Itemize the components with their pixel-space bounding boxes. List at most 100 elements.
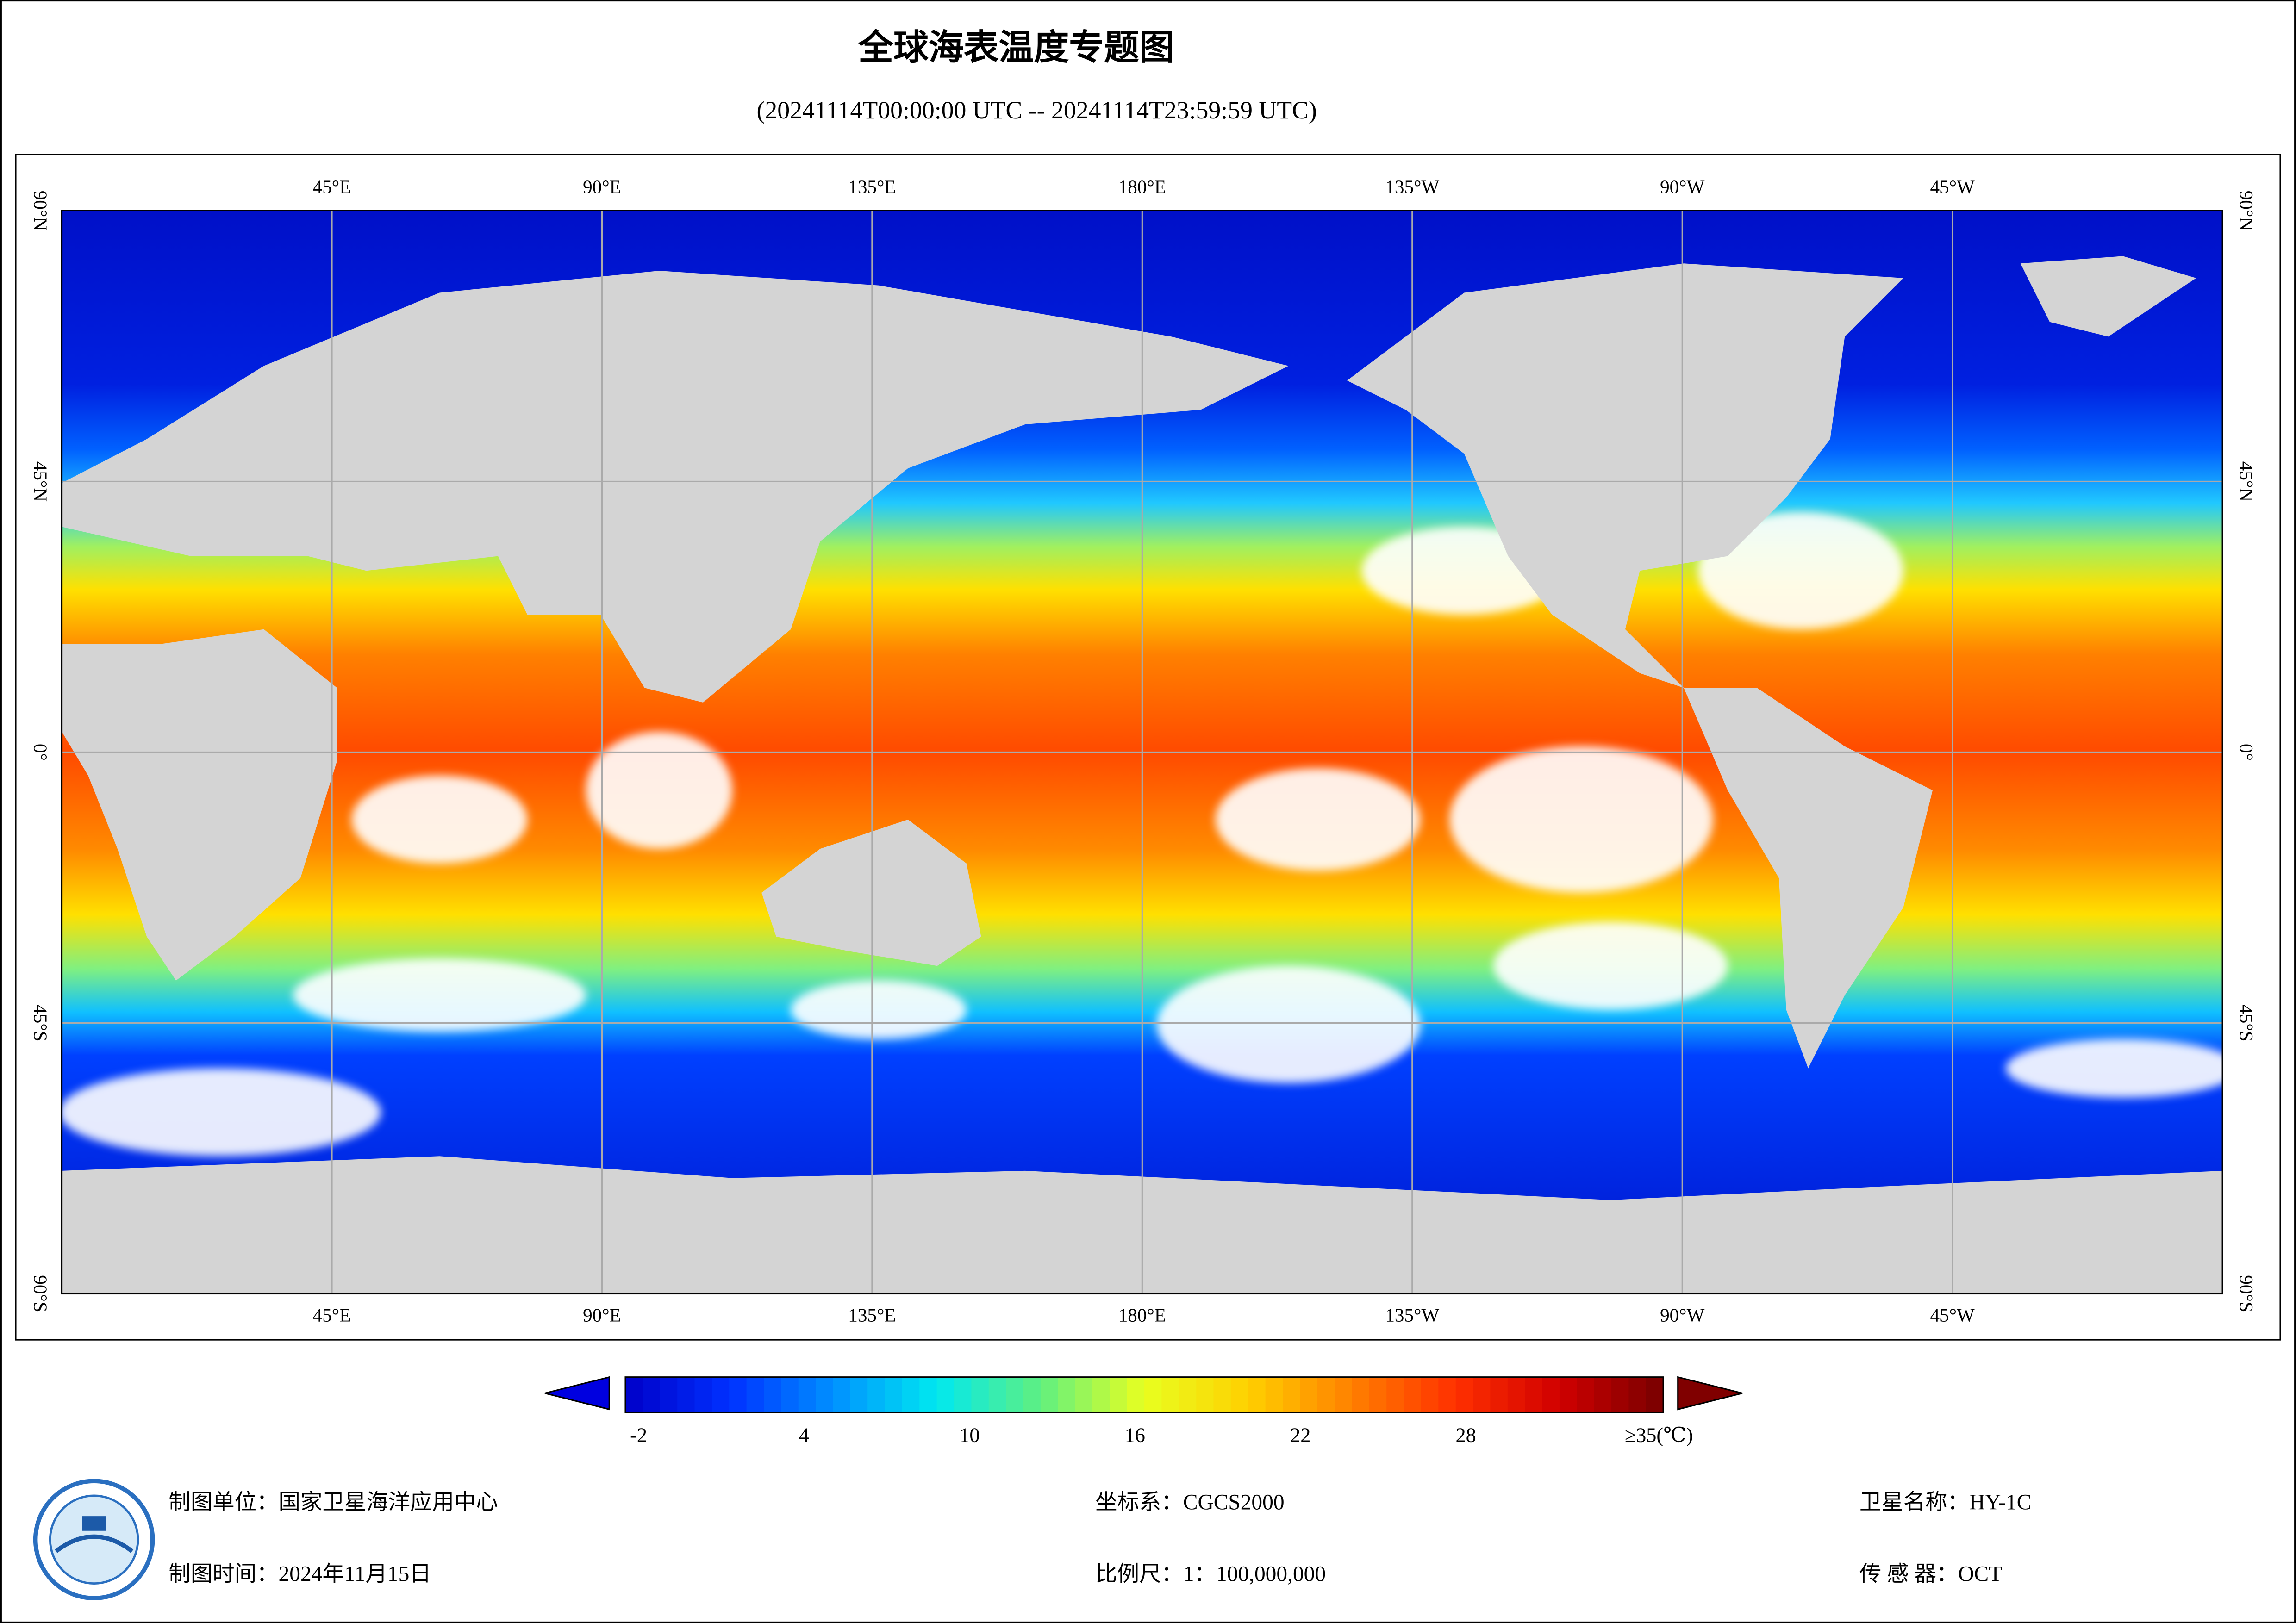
lon-label-bottom: 90°E [583,1305,621,1326]
lon-label-top: 45°E [313,176,351,197]
colorbar-cell [1438,1377,1456,1412]
colorbar-cell [1213,1377,1232,1412]
colorbar-cell [1161,1377,1180,1412]
colorbar-cell [1006,1377,1024,1412]
colorbar-cell [1421,1377,1439,1412]
lon-label-top: 90°W [1660,176,1705,197]
colorbar-cell [1335,1377,1353,1412]
colorbar-cell [694,1377,713,1412]
colorbar-cell [850,1377,868,1412]
colorbar-cell [1144,1377,1162,1412]
colorbar-cell [1594,1377,1612,1412]
subtitle: (20241114T00:00:00 UTC -- 20241114T23:59… [757,96,1317,124]
lon-label-top: 135°E [848,176,896,197]
colorbar-cell [1369,1377,1387,1412]
colorbar-cell [625,1377,643,1412]
colorbar-high-arrow [1677,1376,1743,1411]
colorbar-cell [1577,1377,1595,1412]
colorbar-cell [1490,1377,1509,1412]
lon-label-bottom: 135°W [1385,1305,1439,1326]
colorbar-cell [988,1377,1007,1412]
colorbar-cell [1455,1377,1474,1412]
colorbar-cell [885,1377,903,1412]
colorbar-cell [1248,1377,1266,1412]
colorbar: -2 4 10 16 22 28 ≥35(℃) [544,1376,1743,1447]
colorbar-cell [711,1377,730,1412]
colorbar-cell [833,1377,851,1412]
map-frame [15,154,2281,1341]
colorbar-cell [1196,1377,1214,1412]
colorbar-cell [902,1377,920,1412]
colorbar-cell [1559,1377,1578,1412]
colorbar-cell [1611,1377,1629,1412]
lon-label-top: 180°E [1118,176,1166,197]
colorbar-cell [1075,1377,1093,1412]
lat-label-right: 45°S [2236,1004,2257,1041]
footer-satellite: 卫星名称：HY-1C [1859,1491,2031,1515]
colorbar-tick-label: 4 [799,1424,809,1447]
colorbar-cell [1265,1377,1284,1412]
colorbar-tick-label: 28 [1456,1424,1476,1447]
colorbar-cell [660,1377,678,1412]
colorbar-cell [677,1377,695,1412]
logo [33,1479,155,1600]
colorbar-cell [763,1377,782,1412]
colorbar-cell [1058,1377,1076,1412]
lon-label-bottom: 90°W [1660,1305,1705,1326]
footer-scale: 比例尺：1：100,000,000 [1095,1562,1326,1586]
lon-label-bottom: 45°E [313,1305,351,1326]
colorbar-cell [1352,1377,1370,1412]
colorbar-cell [1230,1377,1249,1412]
colorbar-cell [1525,1377,1543,1412]
map [59,210,2240,1295]
lat-label-left: 0° [30,744,51,761]
footer-sensor: 传 感 器：OCT [1859,1562,2002,1586]
lat-label-right: 90°N [2236,191,2257,231]
colorbar-cell [1628,1377,1647,1412]
colorbar-tick-label: 10 [959,1424,980,1447]
lat-label-right: 90°S [2236,1275,2257,1312]
footer-date: 制图时间：2024年11月15日 [168,1562,431,1586]
lat-label-left: 90°N [30,191,51,231]
colorbar-cell [1179,1377,1197,1412]
lat-label-right: 0° [2236,744,2257,761]
colorbar-cell [746,1377,765,1412]
colorbar-cell [1507,1377,1526,1412]
colorbar-cell [1317,1377,1335,1412]
lon-label-top: 45°W [1930,176,1975,197]
lon-label-top: 135°W [1385,176,1439,197]
colorbar-cell [643,1377,661,1412]
colorbar-cell [1092,1377,1111,1412]
colorbar-cell [1127,1377,1145,1412]
graticule [62,211,2223,1294]
colorbar-cell [1404,1377,1422,1412]
colorbar-cell [1473,1377,1491,1412]
footer-crs: 坐标系：CGCS2000 [1095,1491,1284,1515]
colorbar-cell [1542,1377,1560,1412]
colorbar-cell [1386,1377,1404,1412]
colorbar-tick-label: -2 [630,1424,647,1447]
colorbar-tick-label: ≥35(℃) [1625,1424,1693,1447]
lat-label-left: 45°S [30,1004,51,1041]
colorbar-cell [816,1377,834,1412]
footer-unit: 制图单位：国家卫星海洋应用中心 [168,1491,498,1515]
lon-label-bottom: 180°E [1118,1305,1166,1326]
colorbar-cell [954,1377,972,1412]
clouds [59,512,2240,1157]
colorbar-cell [1023,1377,1042,1412]
lat-label-left: 45°N [30,461,51,502]
lon-label-bottom: 45°W [1930,1305,1975,1326]
colorbar-cell [1646,1377,1664,1412]
colorbar-cell [936,1377,955,1412]
colorbar-cell [798,1377,817,1412]
colorbar-tick-label: 16 [1125,1424,1145,1447]
colorbar-cell [867,1377,886,1412]
colorbar-low-arrow [544,1376,610,1411]
title: 全球海表温度专题图 [858,27,1174,68]
colorbar-cell [1110,1377,1128,1412]
lat-label-left: 90°S [30,1275,51,1312]
colorbar-cell [781,1377,799,1412]
coordinate-labels: 45°E 45°E 90°E 90°E 135°E 135°E 180°E 180°E 135°… [30,176,2258,1325]
lon-label-top: 90°E [583,176,621,197]
